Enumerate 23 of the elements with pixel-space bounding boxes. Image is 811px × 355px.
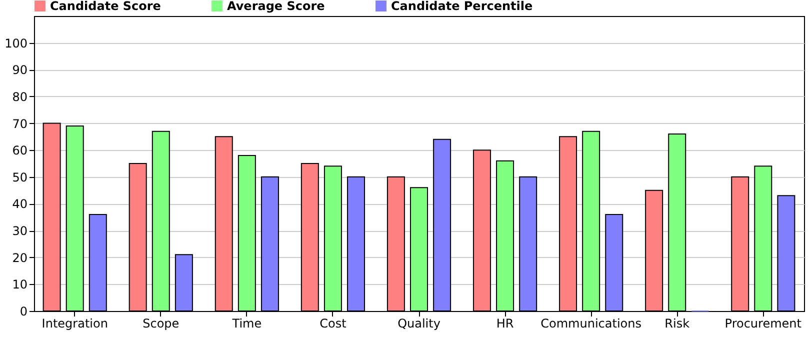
- legend-label: Candidate Percentile: [391, 0, 533, 13]
- y-tick-label: 80: [12, 90, 28, 104]
- y-tick-label: 40: [12, 197, 28, 212]
- x-tick-label: Risk: [664, 316, 690, 330]
- x-tick-label: Cost: [320, 316, 347, 330]
- y-tick-label: 70: [12, 116, 28, 131]
- y-tick-label: 50: [12, 170, 28, 184]
- y-tick-label: 90: [12, 63, 28, 78]
- x-tick-label: Integration: [42, 316, 108, 330]
- x-tick-label: HR: [496, 316, 514, 330]
- y-tick-label: 60: [12, 144, 28, 158]
- y-tick-label: 10: [12, 278, 28, 292]
- x-tick-label: Communications: [540, 316, 642, 330]
- x-tick-label: Time: [231, 316, 262, 330]
- legend-label: Average Score: [227, 0, 325, 13]
- y-tick-label: 30: [12, 224, 28, 238]
- y-tick-label: 20: [12, 250, 28, 265]
- x-tick-label: Quality: [398, 316, 440, 330]
- x-tick-label: Scope: [142, 316, 180, 330]
- y-tick-label: 0: [20, 304, 28, 318]
- y-tick-label: 100: [4, 36, 28, 50]
- legend-label: Candidate Score: [50, 0, 161, 13]
- x-tick-label: Procurement: [724, 316, 802, 330]
